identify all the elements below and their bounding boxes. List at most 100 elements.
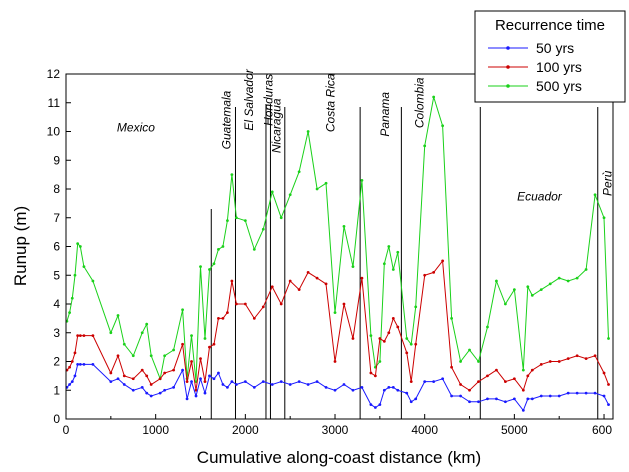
data-point bbox=[306, 130, 310, 133]
region-label: Panama bbox=[378, 92, 392, 137]
data-point bbox=[521, 408, 525, 412]
data-point bbox=[459, 360, 462, 363]
data-point bbox=[593, 193, 597, 197]
data-point bbox=[351, 337, 355, 340]
legend-swatch-marker bbox=[506, 65, 510, 69]
data-point bbox=[405, 391, 409, 395]
data-point bbox=[441, 124, 445, 128]
data-point bbox=[333, 388, 337, 392]
data-point bbox=[557, 394, 561, 398]
data-point bbox=[109, 331, 113, 335]
legend-title: Recurrence time bbox=[495, 17, 605, 34]
data-point bbox=[261, 305, 265, 309]
data-point bbox=[109, 380, 113, 384]
data-point bbox=[512, 397, 516, 401]
data-point bbox=[333, 360, 337, 363]
data-point bbox=[185, 397, 189, 401]
data-point bbox=[226, 311, 229, 315]
data-point bbox=[607, 383, 610, 386]
data-point bbox=[530, 368, 534, 372]
data-point bbox=[163, 371, 167, 375]
data-point bbox=[450, 394, 453, 398]
data-point bbox=[486, 397, 489, 401]
data-point bbox=[82, 362, 86, 366]
region-label: El Salvador bbox=[242, 68, 256, 130]
data-point bbox=[234, 216, 238, 220]
data-point bbox=[315, 187, 319, 191]
data-point bbox=[158, 377, 162, 381]
data-point bbox=[185, 380, 189, 384]
data-point bbox=[414, 342, 418, 346]
data-point bbox=[423, 273, 427, 277]
data-point bbox=[602, 394, 606, 398]
data-point bbox=[432, 270, 436, 274]
data-point bbox=[409, 342, 413, 346]
data-point bbox=[324, 181, 328, 185]
region-label: Guatemala bbox=[220, 90, 234, 149]
data-point bbox=[526, 374, 530, 378]
data-point bbox=[414, 397, 418, 401]
data-point bbox=[342, 302, 346, 306]
x-tick-label: 600 bbox=[592, 423, 612, 437]
data-point bbox=[199, 265, 202, 269]
data-point bbox=[521, 368, 525, 372]
data-point bbox=[91, 279, 95, 283]
data-point bbox=[391, 268, 395, 271]
x-axis: 0 1000 2000 3000 4000 5000 600 bbox=[63, 414, 612, 437]
data-point bbox=[607, 337, 610, 340]
y-tick-label: 8 bbox=[53, 182, 60, 196]
data-point bbox=[221, 245, 225, 248]
region-label: Mexico bbox=[117, 121, 155, 135]
x-tick-label: 5000 bbox=[501, 423, 528, 437]
legend-swatch-marker bbox=[506, 46, 510, 50]
data-point bbox=[373, 406, 377, 409]
legend: Recurrence time 50 yrs 100 yrs 500 yrs bbox=[474, 10, 626, 103]
data-point bbox=[76, 362, 80, 366]
data-point bbox=[382, 339, 386, 343]
data-point bbox=[243, 380, 247, 384]
x-tick-label: 3000 bbox=[322, 423, 349, 437]
data-point bbox=[217, 247, 220, 251]
data-point bbox=[217, 316, 220, 320]
data-point bbox=[226, 385, 229, 389]
data-point bbox=[145, 391, 149, 395]
data-point bbox=[333, 311, 337, 315]
data-point bbox=[566, 391, 570, 395]
data-point bbox=[70, 296, 74, 300]
data-point bbox=[503, 302, 507, 306]
data-point bbox=[324, 282, 328, 286]
data-point bbox=[270, 383, 274, 386]
data-point bbox=[288, 193, 292, 197]
data-point bbox=[252, 385, 256, 389]
x-tick-label: 0 bbox=[63, 423, 70, 437]
data-point bbox=[477, 360, 480, 363]
data-point bbox=[270, 285, 274, 289]
data-point bbox=[423, 380, 427, 384]
legend-label: 500 yrs bbox=[536, 78, 582, 94]
data-point bbox=[190, 334, 193, 338]
region-label: Ecuador bbox=[517, 190, 563, 204]
legend-swatch-marker bbox=[506, 84, 510, 88]
data-point bbox=[68, 311, 71, 315]
data-point bbox=[73, 374, 77, 378]
data-point bbox=[122, 374, 126, 378]
data-point bbox=[70, 360, 74, 363]
data-point bbox=[521, 388, 525, 392]
data-point bbox=[68, 383, 71, 386]
y-tick-label: 9 bbox=[53, 153, 60, 167]
data-point bbox=[199, 357, 202, 361]
data-point bbox=[450, 316, 453, 320]
data-point bbox=[78, 245, 82, 248]
data-point bbox=[382, 388, 386, 392]
region-label: Costa Rica bbox=[324, 73, 338, 132]
y-tick-label: 6 bbox=[53, 240, 60, 254]
data-point bbox=[387, 245, 391, 248]
data-point bbox=[230, 279, 234, 283]
data-point bbox=[391, 316, 395, 320]
data-point bbox=[378, 337, 382, 340]
data-point bbox=[116, 354, 120, 358]
data-point bbox=[212, 342, 216, 346]
data-point bbox=[495, 368, 498, 372]
data-point bbox=[391, 385, 395, 389]
data-point bbox=[279, 216, 283, 220]
